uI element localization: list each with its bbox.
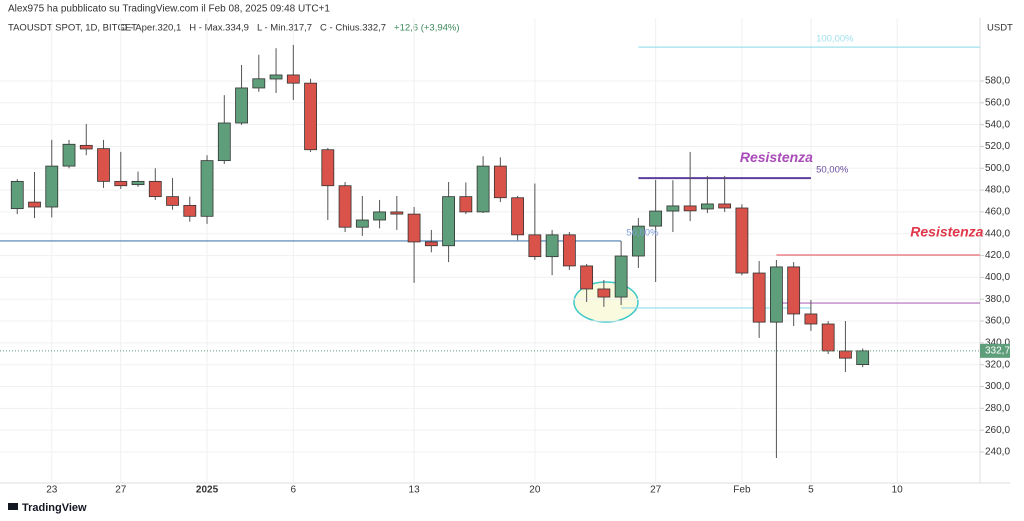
candle-body xyxy=(62,143,76,167)
y-tick-label: 520,0 xyxy=(985,141,1010,152)
candle-body xyxy=(735,207,749,274)
y-tick-label: 480,0 xyxy=(985,185,1010,196)
candle-body xyxy=(580,265,594,290)
candle-body xyxy=(28,201,41,208)
candle-body xyxy=(373,211,386,221)
y-tick-label: 380,0 xyxy=(985,294,1010,305)
candle-body xyxy=(856,350,870,365)
logo: TradingView xyxy=(8,502,87,514)
ohlc-value: C - Chius.332,7 xyxy=(320,23,386,34)
candle-body xyxy=(304,82,317,151)
candle-body xyxy=(476,165,490,213)
candle-body xyxy=(114,180,128,187)
candle-body xyxy=(269,74,283,80)
candle-body xyxy=(528,234,542,258)
y-tick-label: 500,0 xyxy=(985,163,1010,174)
candle-body xyxy=(217,122,231,162)
candle-body xyxy=(338,185,352,228)
last-price-tag xyxy=(980,343,1010,358)
candle-body xyxy=(839,350,852,359)
x-tick-label: 10 xyxy=(892,485,904,496)
byline: Alex975 ha pubblicato su TradingView.com… xyxy=(8,4,330,15)
annotation: 100,00% xyxy=(816,34,854,45)
candle-body xyxy=(493,165,507,199)
candle-body xyxy=(562,234,576,267)
y-tick-label: 400,0 xyxy=(985,272,1010,283)
last-price-label: 332,7 xyxy=(985,345,1010,356)
candle-body xyxy=(718,203,732,209)
y-tick-label: 260,0 xyxy=(985,425,1010,436)
candle-body xyxy=(683,205,697,212)
candle-body xyxy=(770,266,783,323)
y-tick-label: 360,0 xyxy=(985,316,1010,327)
candle-body xyxy=(597,288,611,298)
ohlc-value: H - Max.334,9 xyxy=(189,23,249,34)
candle-body xyxy=(286,74,300,84)
x-tick-label: 13 xyxy=(409,485,421,496)
x-tick-label: 6 xyxy=(291,485,297,496)
y-tick-label: 440,0 xyxy=(985,228,1010,239)
y-tick-label: 420,0 xyxy=(985,250,1010,261)
candle-body xyxy=(459,196,473,213)
y-tick-label: 240,0 xyxy=(985,447,1010,458)
candle-body xyxy=(148,180,162,198)
candle-body xyxy=(390,211,404,215)
y-tick-label: 300,0 xyxy=(985,381,1010,392)
candle-body xyxy=(252,78,266,89)
candle-body xyxy=(700,203,714,210)
x-tick-label: 2025 xyxy=(196,485,219,496)
x-tick-label: 27 xyxy=(650,485,662,496)
y-tick-label: 340,0 xyxy=(985,338,1010,349)
candle-body xyxy=(821,323,835,352)
chart-title: TAOUSDT SPOT, 1D, BITGET xyxy=(8,23,137,34)
footer: TradingView xyxy=(22,502,87,514)
candle-body xyxy=(752,272,766,323)
annotation: Resistenza xyxy=(910,224,983,240)
y-tick-label: 320,0 xyxy=(985,359,1010,370)
x-tick-label: 27 xyxy=(115,485,127,496)
y-tick-label: 280,0 xyxy=(985,403,1010,414)
candle-body xyxy=(407,213,421,243)
y-tick-label: 540,0 xyxy=(985,119,1010,130)
candle-body xyxy=(614,255,628,298)
candle-body xyxy=(97,148,110,182)
candle-body xyxy=(235,87,248,124)
candle-body xyxy=(511,197,525,236)
candle-body xyxy=(45,165,59,208)
candle-body xyxy=(424,241,438,247)
candle-body xyxy=(355,219,369,228)
x-tick-label: 5 xyxy=(808,485,814,496)
candle-body xyxy=(10,180,24,210)
y-tick-label: 580,0 xyxy=(985,76,1010,87)
x-tick-label: Feb xyxy=(733,485,751,496)
candle-body xyxy=(666,205,680,212)
x-tick-label: 20 xyxy=(529,485,541,496)
y-axis-label: USDT xyxy=(987,23,1013,34)
candle-body xyxy=(442,196,455,247)
ohlc-value: O - Aper.320,1 xyxy=(120,23,181,34)
candle-body xyxy=(321,149,335,187)
x-tick-label: 23 xyxy=(46,485,58,496)
candle-body xyxy=(545,234,559,258)
candle-body xyxy=(200,160,214,217)
y-tick-label: 560,0 xyxy=(985,97,1010,108)
annotation: 50,00% xyxy=(816,165,849,176)
candle-body xyxy=(649,210,663,227)
ohlc-value: L - Min.317,7 xyxy=(257,23,312,34)
candle-body xyxy=(183,204,197,217)
annotation: 50,00% xyxy=(626,227,659,238)
annotation: Resistenza xyxy=(740,149,813,165)
candle-body xyxy=(787,266,801,315)
ohlc-value: +12,6 (+3,94%) xyxy=(394,23,460,34)
candle-body xyxy=(79,144,93,150)
candle-body xyxy=(631,225,645,257)
candle-body xyxy=(166,196,179,206)
candle-body xyxy=(804,313,818,325)
candle-body xyxy=(131,180,145,186)
y-tick-label: 460,0 xyxy=(985,207,1010,218)
